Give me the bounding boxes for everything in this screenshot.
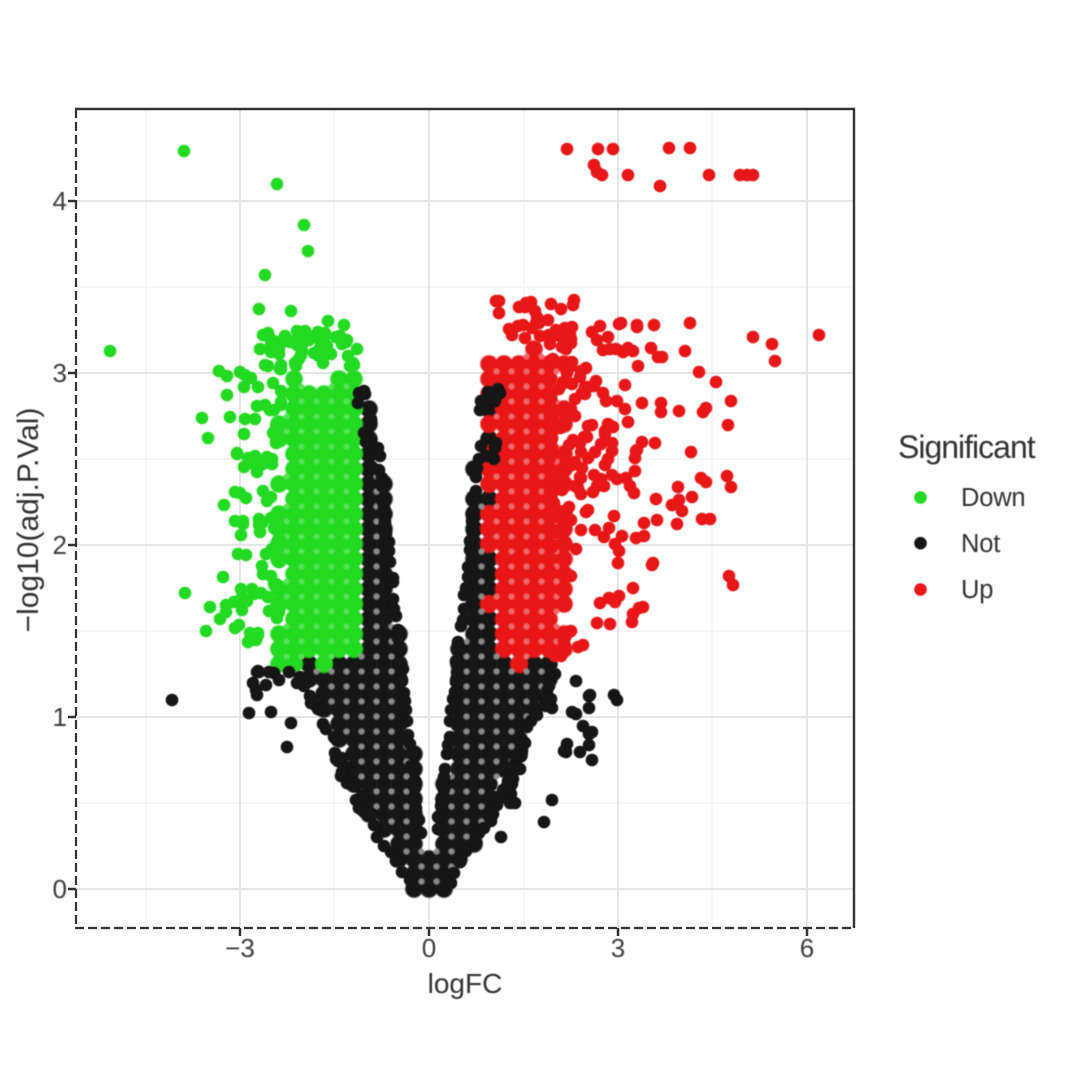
svg-text:3: 3 xyxy=(611,933,625,963)
svg-text:6: 6 xyxy=(800,933,814,963)
svg-text:−3: −3 xyxy=(225,933,255,963)
svg-text:−log10(adj.P.Val): −log10(adj.P.Val) xyxy=(12,408,45,633)
svg-text:Not: Not xyxy=(961,530,1000,558)
svg-text:logFC: logFC xyxy=(428,968,503,999)
svg-text:1: 1 xyxy=(53,702,67,732)
svg-text:0: 0 xyxy=(53,874,67,904)
svg-text:4: 4 xyxy=(53,186,67,216)
svg-text:0: 0 xyxy=(422,933,436,963)
svg-text:Up: Up xyxy=(961,576,993,604)
svg-text:Significant: Significant xyxy=(898,429,1036,465)
svg-text:3: 3 xyxy=(53,358,67,388)
svg-text:2: 2 xyxy=(53,530,67,560)
svg-text:Down: Down xyxy=(961,484,1025,512)
